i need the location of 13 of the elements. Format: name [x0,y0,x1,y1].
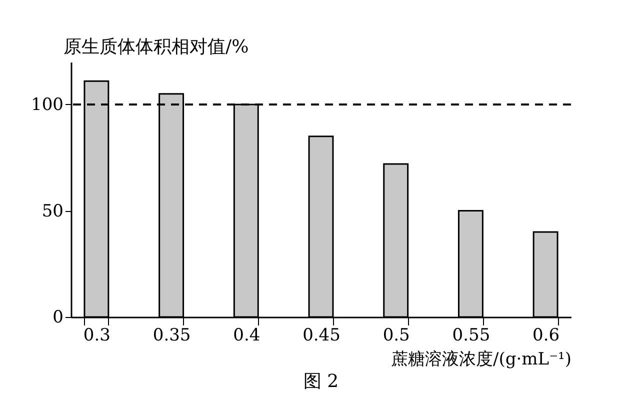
x-tick-label: 0.4 [233,326,260,346]
x-tick-label: 0.45 [302,326,340,346]
x-tick-label: 0.35 [152,326,191,346]
y-axis-title: 原生质体体积相对值/% [64,36,249,58]
caption: 图 2 [303,371,339,392]
y-tick-label: 50 [42,201,64,222]
x-tick-label: 0.5 [382,326,410,346]
x-tick-label: 0.55 [452,326,490,346]
x-tick-label: 0.3 [83,326,110,346]
y-tick-label: 0 [52,308,64,328]
x-tick-label: 0.6 [532,326,560,346]
y-tick-label: 100 [31,95,64,115]
x-axis-title: 蔗糖溶液浓度/(g·mL⁻¹) [391,350,572,370]
